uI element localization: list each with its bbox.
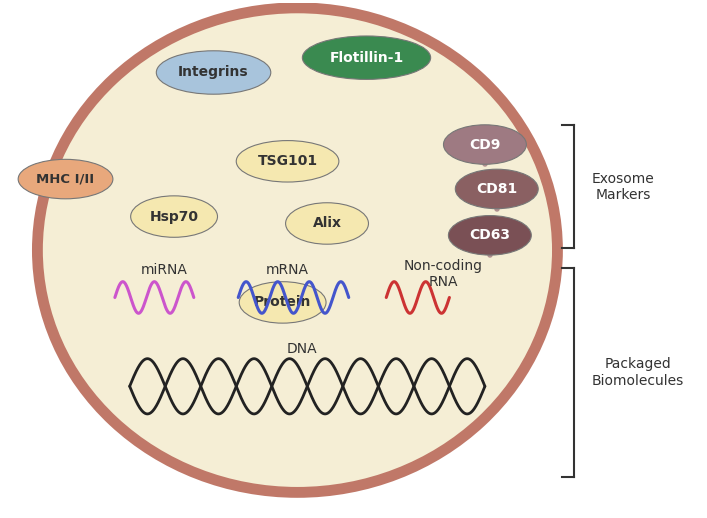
Text: MHC I/II: MHC I/II bbox=[37, 172, 95, 185]
Text: DNA: DNA bbox=[287, 342, 317, 356]
Ellipse shape bbox=[286, 203, 368, 244]
Ellipse shape bbox=[32, 3, 563, 498]
Text: TSG101: TSG101 bbox=[257, 154, 317, 168]
Text: Integrins: Integrins bbox=[178, 65, 249, 79]
Text: CD63: CD63 bbox=[469, 228, 510, 242]
Text: CD9: CD9 bbox=[469, 138, 501, 152]
Ellipse shape bbox=[236, 140, 339, 182]
Text: Non-coding
RNA: Non-coding RNA bbox=[404, 258, 483, 289]
Ellipse shape bbox=[156, 51, 271, 94]
Text: Hsp70: Hsp70 bbox=[150, 210, 199, 224]
Ellipse shape bbox=[443, 125, 527, 164]
Text: miRNA: miRNA bbox=[141, 263, 187, 277]
Ellipse shape bbox=[448, 215, 531, 255]
Text: Alix: Alix bbox=[312, 217, 341, 231]
Ellipse shape bbox=[18, 160, 113, 199]
Text: Protein: Protein bbox=[254, 295, 311, 309]
Ellipse shape bbox=[303, 36, 431, 79]
Ellipse shape bbox=[455, 169, 538, 209]
Text: mRNA: mRNA bbox=[266, 263, 309, 277]
Text: Packaged
Biomolecules: Packaged Biomolecules bbox=[592, 357, 684, 387]
Text: Flotillin-1: Flotillin-1 bbox=[329, 51, 404, 65]
Text: Exosome
Markers: Exosome Markers bbox=[592, 172, 654, 202]
Ellipse shape bbox=[239, 282, 326, 323]
Ellipse shape bbox=[43, 13, 552, 487]
Ellipse shape bbox=[131, 196, 218, 237]
Text: CD81: CD81 bbox=[476, 182, 518, 196]
